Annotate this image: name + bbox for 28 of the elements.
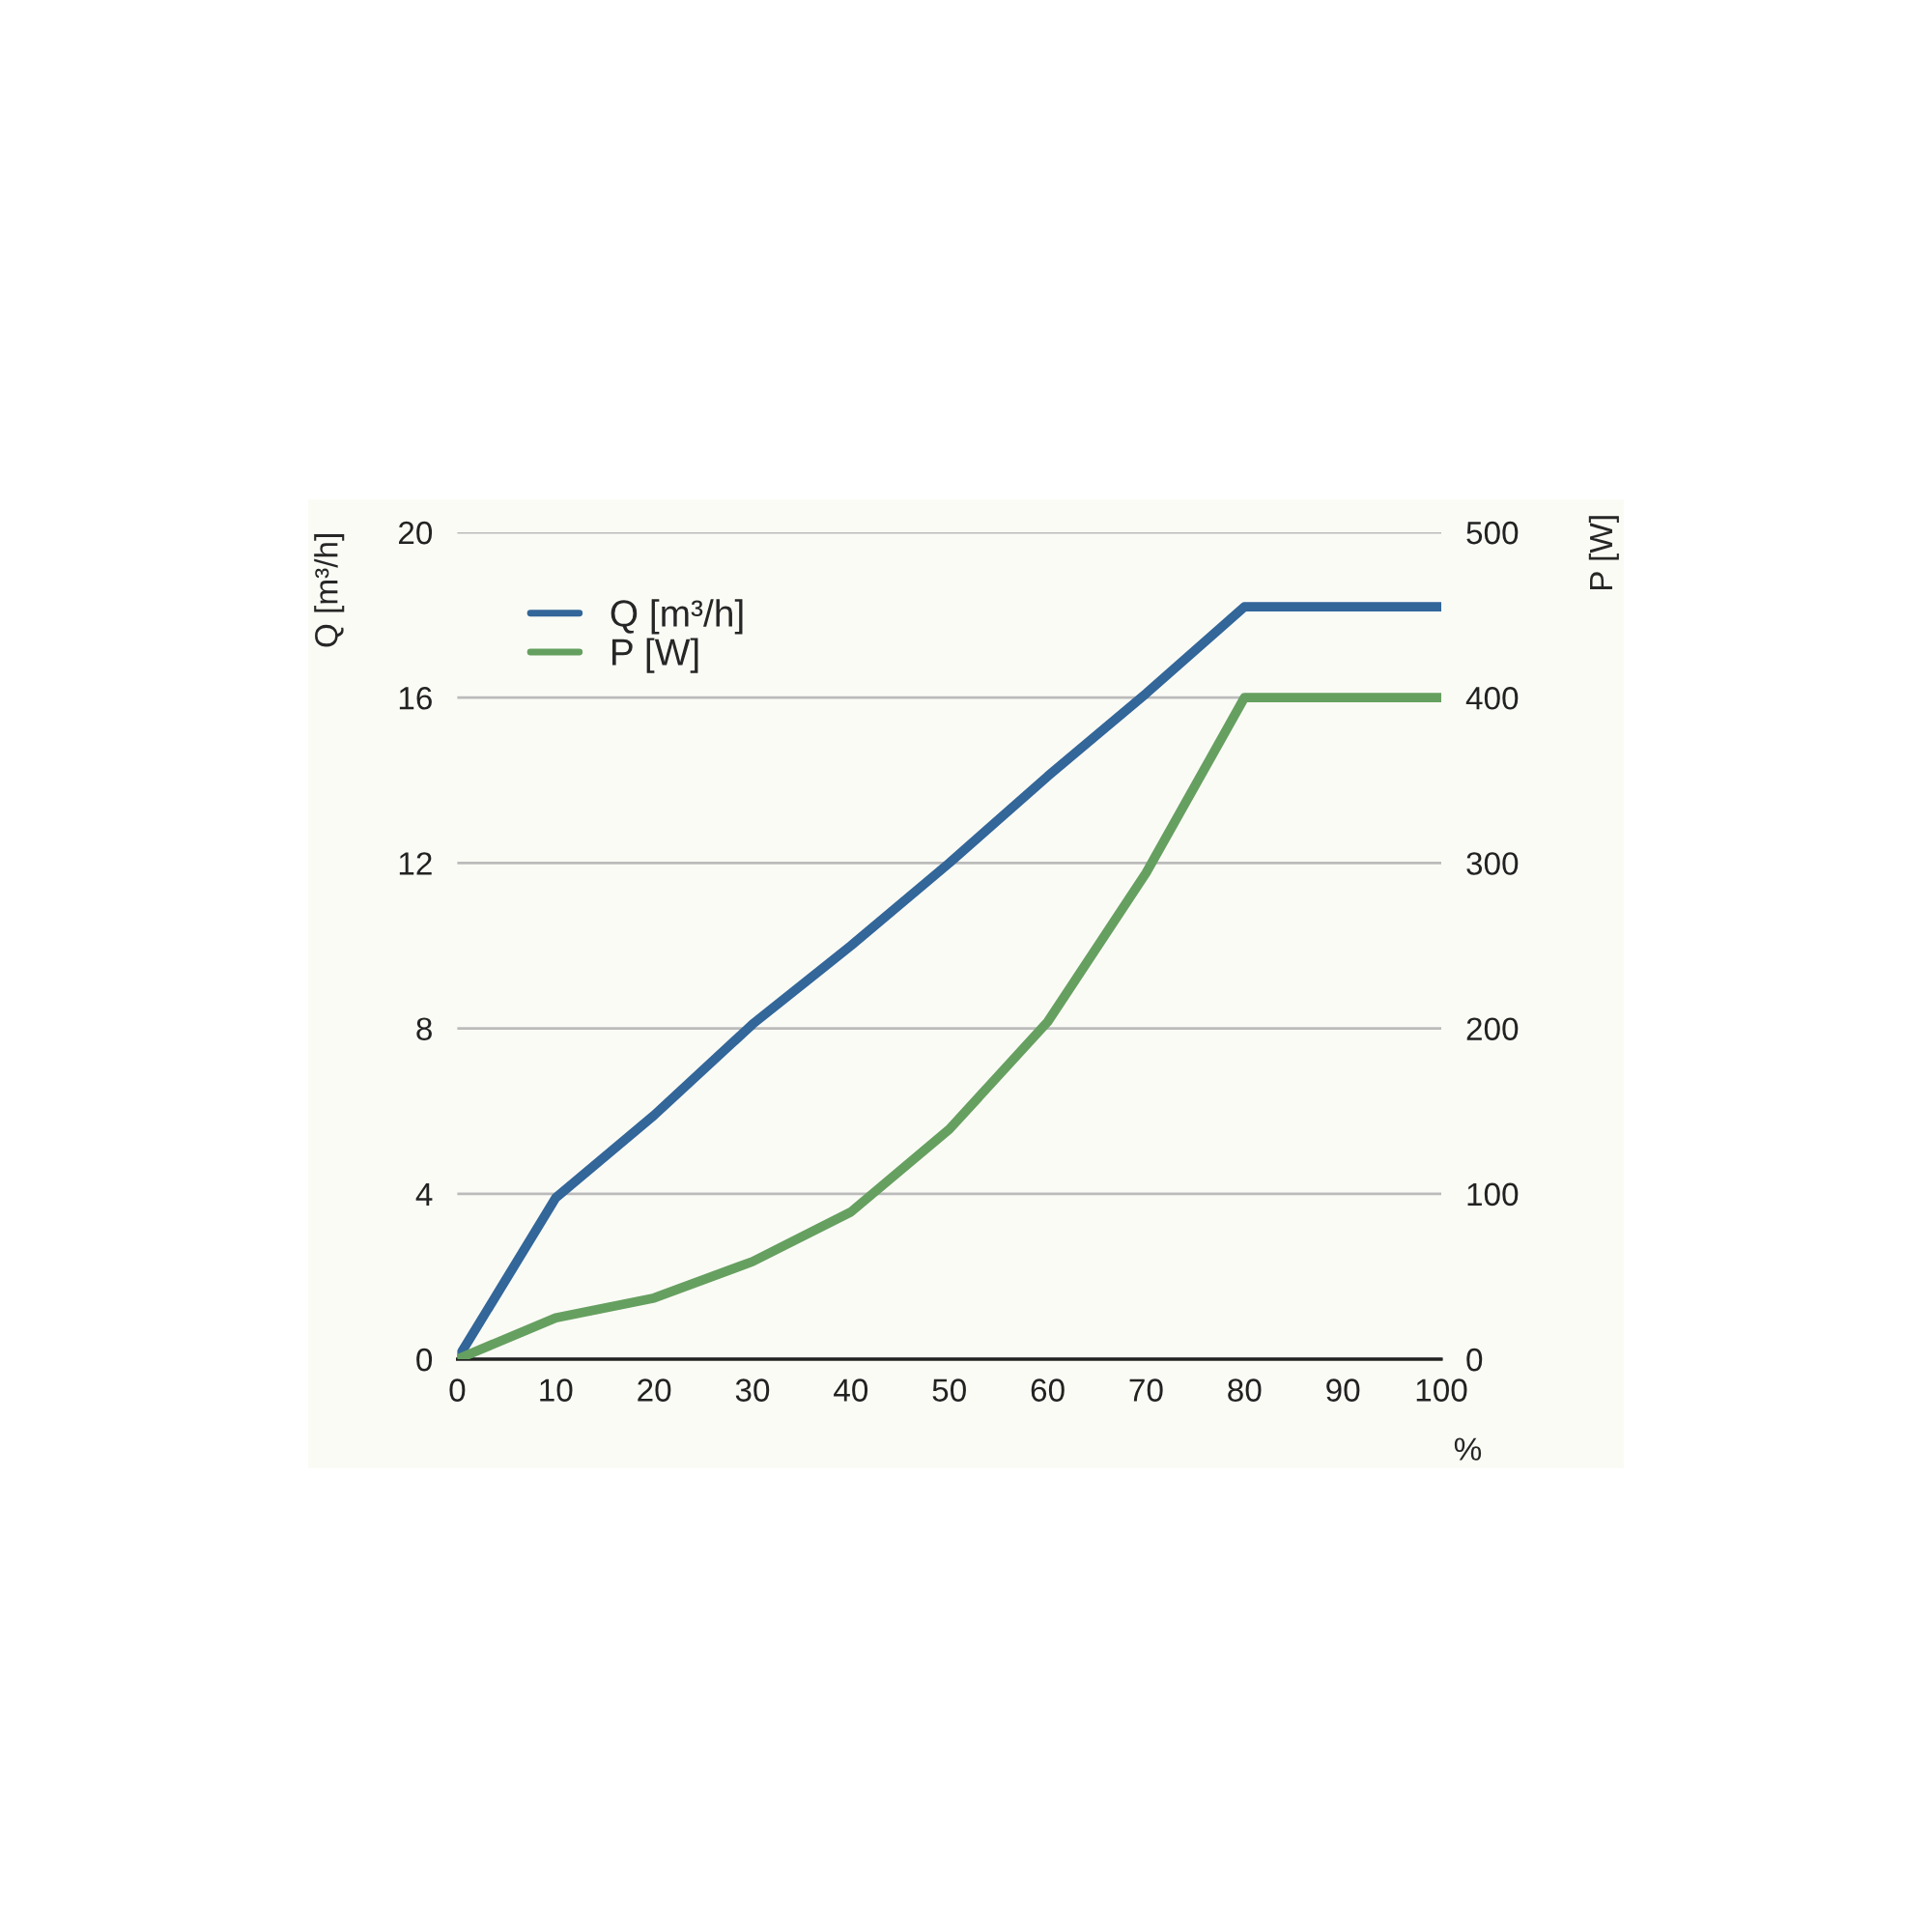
y-tick-label: 12 [399,852,432,875]
y2-tick-label: 100 [1467,1182,1519,1207]
y2-tick-label: 0 [1466,1348,1483,1372]
x-tick-label: 100 [1416,1378,1467,1402]
y2-tick-label: 400 [1465,687,1519,710]
x-tick-label: 50 [932,1378,966,1402]
x-tick-label: 80 [1228,1378,1262,1402]
x-tick-label: 10 [540,1378,573,1402]
y-tick-label: 8 [416,1017,432,1041]
y-tick-label: 0 [416,1348,433,1372]
y-axis-title: Q [m³/h] [314,534,345,647]
x-tick-label: 90 [1326,1378,1360,1402]
legend-label: Q [m³/h] [611,599,743,635]
y-tick-label: 4 [415,1182,433,1206]
y2-tick-label: 200 [1466,1017,1519,1041]
x-tick-label: 70 [1129,1378,1163,1402]
x-tick-label: 20 [638,1378,671,1402]
x-axis-title: % [1454,1437,1482,1461]
y-tick-label: 16 [399,687,432,710]
x-tick-label: 40 [834,1378,868,1402]
y2-axis-title: P [W] [1588,516,1619,590]
x-tick-label: 0 [449,1378,466,1402]
legend-label: P [W] [612,638,698,673]
y-tick-label: 20 [399,521,433,545]
y2-tick-label: 500 [1466,521,1519,545]
x-tick-label: 60 [1031,1378,1065,1402]
x-tick-label: 30 [735,1378,770,1402]
y2-tick-label: 300 [1466,852,1519,875]
